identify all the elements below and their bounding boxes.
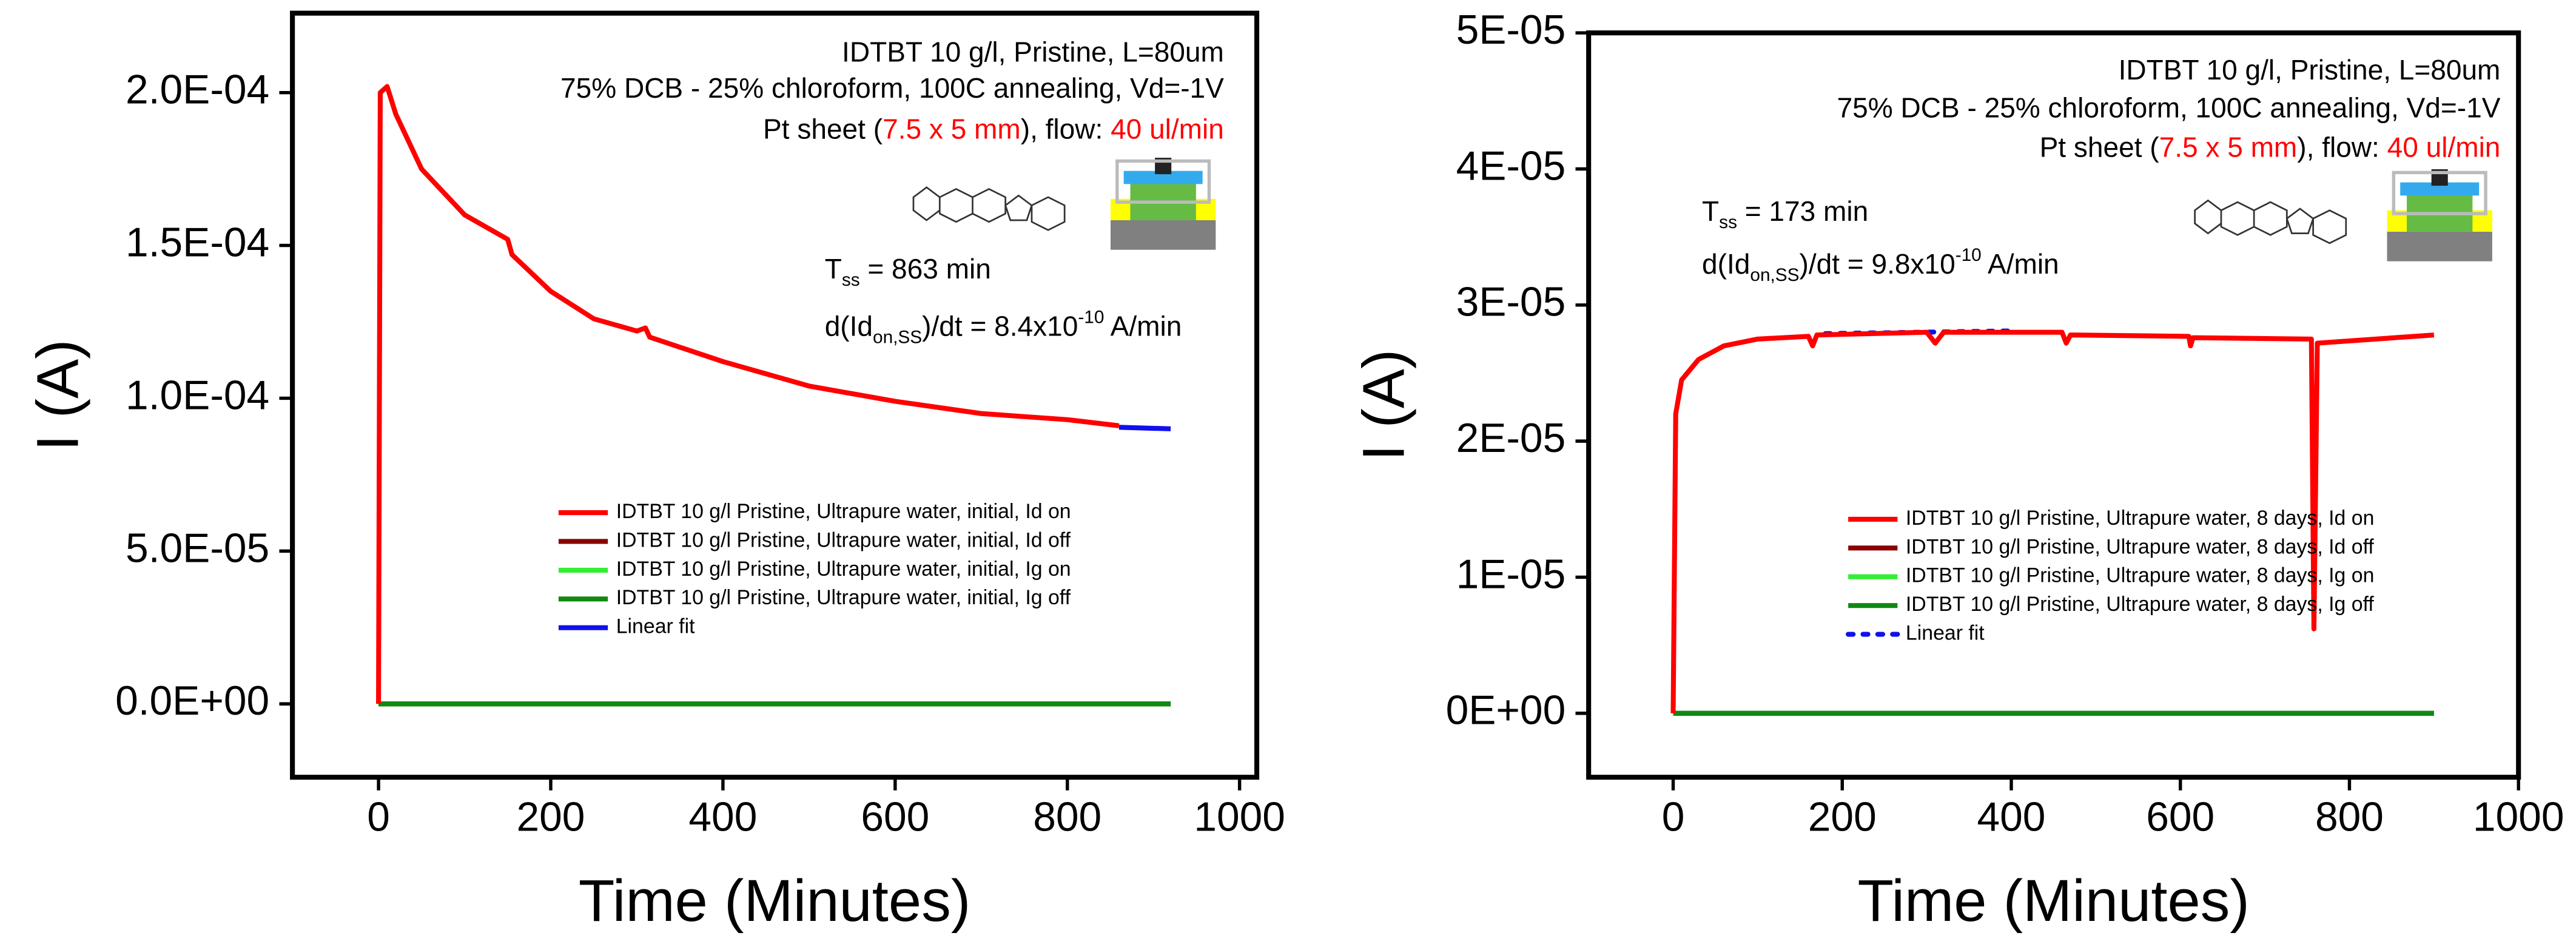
y-tick-label: 5E-05 bbox=[1456, 7, 1566, 53]
annotation: Tss = 863 min bbox=[825, 253, 991, 290]
annotation-part: ), flow: bbox=[1021, 113, 1111, 145]
plot-frame bbox=[1586, 30, 2521, 780]
y-axis-title: I (A) bbox=[25, 339, 91, 451]
annotation-part: -10 bbox=[1956, 245, 1982, 265]
annotation-part: ss bbox=[1719, 213, 1737, 233]
series-line bbox=[376, 84, 1120, 704]
y-axis-title: I (A) bbox=[1350, 349, 1416, 461]
annotation: IDTBT 10 g/l, Pristine, L=80um bbox=[842, 36, 1224, 68]
legend-label: IDTBT 10 g/l Pristine, Ultrapure water, … bbox=[1906, 564, 2375, 587]
annotation-part: A/min bbox=[1104, 311, 1182, 342]
legend-label: IDTBT 10 g/l Pristine, Ultrapure water, … bbox=[1906, 507, 2375, 530]
series-line bbox=[1670, 329, 2435, 713]
x-axis-title: Time (Minutes) bbox=[1857, 868, 2249, 934]
annotation-part: ss bbox=[842, 270, 860, 290]
y-tick-label: 4E-05 bbox=[1456, 143, 1566, 189]
annotation: Tss = 173 min bbox=[1702, 195, 1868, 232]
x-tick-label: 0 bbox=[367, 794, 390, 840]
annotation: d(Idon,SS)/dt = 8.4x10-10 A/min bbox=[825, 308, 1182, 348]
device-icon bbox=[1110, 158, 1216, 250]
x-tick-label: 400 bbox=[688, 794, 757, 840]
annotation-part: d(Id bbox=[825, 311, 873, 342]
annotation-part: 40 ul/min bbox=[1111, 113, 1224, 145]
y-tick-label: 1E-05 bbox=[1456, 551, 1566, 597]
legend-label: Linear fit bbox=[616, 615, 695, 638]
y-tick-label: 0E+00 bbox=[1446, 688, 1566, 733]
legend-label: IDTBT 10 g/l Pristine, Ultrapure water, … bbox=[616, 558, 1071, 581]
legend-label: IDTBT 10 g/l Pristine, Ultrapure water, … bbox=[616, 528, 1071, 551]
x-tick-label: 1000 bbox=[1194, 794, 1285, 840]
x-tick-label: 0 bbox=[1662, 794, 1685, 840]
annotation-part: IDTBT 10 g/l, Pristine, L=80um bbox=[2119, 54, 2501, 86]
series-line bbox=[1118, 425, 1171, 431]
annotation-part: IDTBT 10 g/l, Pristine, L=80um bbox=[842, 36, 1224, 68]
x-tick-label: 200 bbox=[1808, 794, 1877, 840]
annotation-part: T bbox=[1702, 195, 1719, 227]
annotation-part: A/min bbox=[1982, 248, 2059, 280]
y-tick-label: 1.0E-04 bbox=[126, 372, 269, 418]
x-tick-label: 1000 bbox=[2473, 794, 2564, 840]
annotation-part: T bbox=[825, 253, 842, 285]
y-tick-label: 0.0E+00 bbox=[115, 678, 269, 724]
annotation-part: on,SS bbox=[1750, 265, 1799, 285]
annotation: d(Idon,SS)/dt = 9.8x10-10 A/min bbox=[1702, 245, 2059, 285]
annotation: 75% DCB - 25% chloroform, 100C annealing… bbox=[560, 72, 1224, 104]
x-tick-label: 600 bbox=[2146, 794, 2214, 840]
plot-frame bbox=[290, 10, 1260, 780]
annotation-part: ), flow: bbox=[2297, 132, 2387, 163]
annotation: 75% DCB - 25% chloroform, 100C annealing… bbox=[1837, 92, 2501, 124]
y-tick-label: 1.5E-04 bbox=[126, 220, 269, 265]
annotation-part: Pt sheet ( bbox=[2040, 132, 2160, 163]
annotation-part: = 173 min bbox=[1737, 195, 1868, 227]
annotation-part: )/dt = 8.4x10 bbox=[922, 311, 1078, 342]
annotation: Pt sheet (7.5 x 5 mm), flow: 40 ul/min bbox=[2040, 132, 2501, 163]
annotation-part: -10 bbox=[1078, 308, 1104, 328]
annotation-part: 7.5 x 5 mm bbox=[2159, 132, 2298, 163]
annotation-part: d(Id bbox=[1702, 248, 1750, 280]
x-axis-title: Time (Minutes) bbox=[579, 868, 970, 934]
legend-label: IDTBT 10 g/l Pristine, Ultrapure water, … bbox=[616, 586, 1071, 609]
y-tick-label: 5.0E-05 bbox=[126, 525, 269, 571]
x-tick-label: 800 bbox=[2315, 794, 2384, 840]
molecule bbox=[912, 186, 2347, 244]
x-tick-label: 600 bbox=[861, 794, 929, 840]
annotation-part: 75% DCB - 25% chloroform, 100C annealing… bbox=[560, 72, 1224, 104]
annotation-part: = 863 min bbox=[860, 253, 991, 285]
annotation-part: 7.5 x 5 mm bbox=[883, 113, 1021, 145]
annotation-part: on,SS bbox=[873, 328, 922, 348]
annotation: Pt sheet (7.5 x 5 mm), flow: 40 ul/min bbox=[763, 113, 1224, 145]
y-tick-label: 2.0E-04 bbox=[126, 67, 269, 113]
x-tick-label: 800 bbox=[1033, 794, 1101, 840]
y-tick-label: 3E-05 bbox=[1456, 280, 1566, 325]
x-tick-label: 400 bbox=[1977, 794, 2046, 840]
y-tick-label: 2E-05 bbox=[1456, 416, 1566, 461]
x-tick-label: 200 bbox=[517, 794, 585, 840]
legend-label: Linear fit bbox=[1906, 621, 1985, 644]
annotation-part: )/dt = 9.8x10 bbox=[1800, 248, 1956, 280]
legend-label: IDTBT 10 g/l Pristine, Ultrapure water, … bbox=[1906, 535, 2374, 558]
annotation-part: 40 ul/min bbox=[2387, 132, 2501, 163]
legend-label: IDTBT 10 g/l Pristine, Ultrapure water, … bbox=[616, 500, 1071, 523]
annotation-part: Pt sheet ( bbox=[763, 113, 883, 145]
device-icon bbox=[2387, 169, 2492, 261]
annotation-part: 75% DCB - 25% chloroform, 100C annealing… bbox=[1837, 92, 2501, 124]
annotation: IDTBT 10 g/l, Pristine, L=80um bbox=[2119, 54, 2501, 86]
legend-label: IDTBT 10 g/l Pristine, Ultrapure water, … bbox=[1906, 593, 2374, 616]
